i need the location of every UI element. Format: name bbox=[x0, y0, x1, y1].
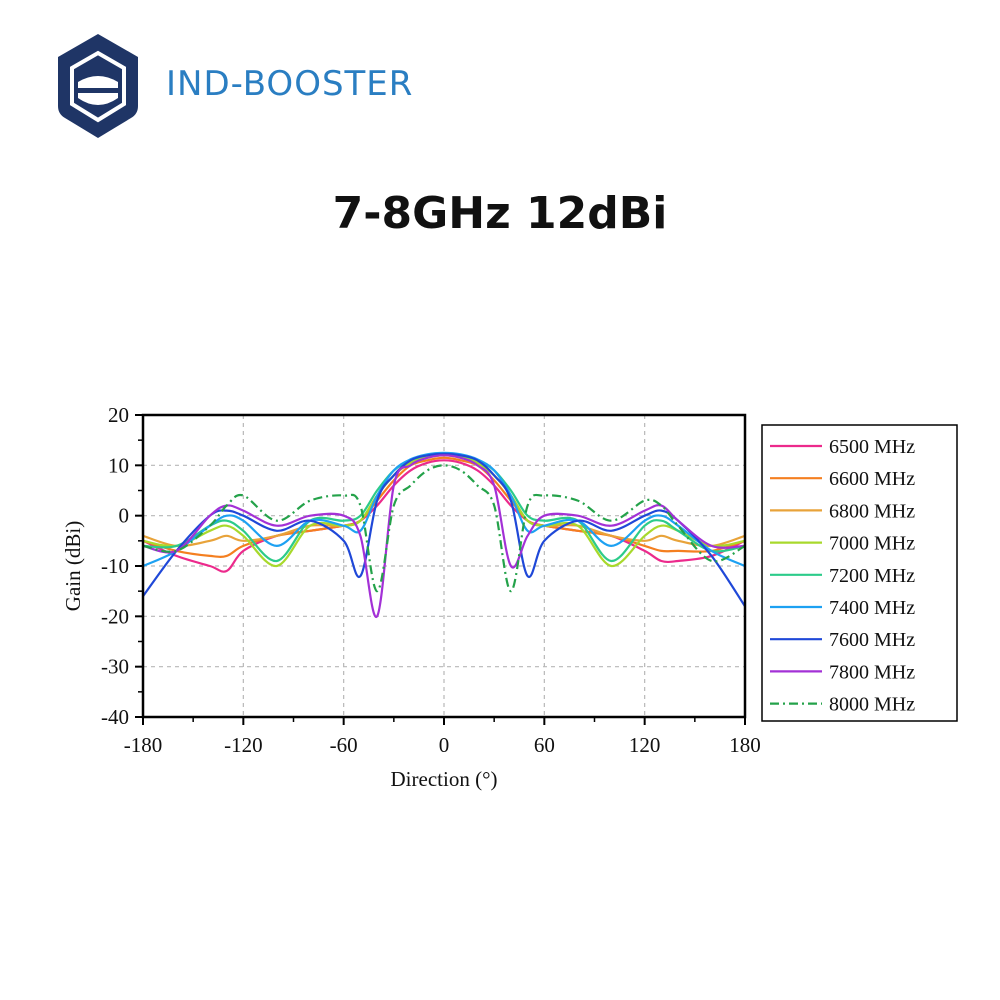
y-tick-label: -10 bbox=[101, 554, 129, 578]
brand-name: IND-BOOSTER bbox=[166, 64, 414, 104]
series-line-7600-mhz bbox=[142, 452, 746, 607]
axis-layer: -180 -120 -60 0 60 120 180 20 10 0 -10 -20 -30 -40 bbox=[101, 403, 761, 757]
y-tick-label: -40 bbox=[101, 705, 129, 729]
y-tick-label: -30 bbox=[101, 655, 129, 679]
x-tick-label: -120 bbox=[224, 733, 263, 757]
series-line-6600-mhz bbox=[142, 456, 746, 558]
hexagon-shield-logo-icon bbox=[44, 30, 164, 150]
y-tick-label: 20 bbox=[108, 403, 129, 427]
series-line-7800-mhz bbox=[142, 454, 746, 618]
x-tick-label: 180 bbox=[729, 733, 761, 757]
x-tick-label: 0 bbox=[439, 733, 450, 757]
legend-label: 7800 MHz bbox=[829, 661, 915, 683]
series-layer bbox=[142, 451, 746, 618]
x-tick-label: 60 bbox=[534, 733, 555, 757]
x-tick-label: -180 bbox=[124, 733, 163, 757]
legend: 6500 MHz 6600 MHz 6800 MHz 7000 MHz 7200 MHz… bbox=[770, 436, 915, 716]
legend-label: 7200 MHz bbox=[829, 565, 915, 587]
page-title: 7-8GHz 12dBi bbox=[332, 188, 668, 239]
y-tick-label: 0 bbox=[119, 504, 130, 528]
y-axis-label: Gain (dBi) bbox=[61, 521, 85, 611]
legend-label: 7000 MHz bbox=[829, 533, 915, 555]
legend-label: 7400 MHz bbox=[829, 597, 915, 619]
legend-label: 6500 MHz bbox=[829, 436, 915, 458]
legend-label: 8000 MHz bbox=[829, 694, 915, 716]
x-tick-label: 120 bbox=[629, 733, 661, 757]
x-axis-label: Direction (°) bbox=[391, 767, 498, 791]
y-tick-label: -20 bbox=[101, 604, 129, 628]
grid-layer bbox=[143, 415, 745, 717]
x-tick-label: -60 bbox=[330, 733, 358, 757]
legend-label: 7600 MHz bbox=[829, 629, 915, 651]
legend-label: 6600 MHz bbox=[829, 468, 915, 490]
y-tick-label: 10 bbox=[108, 453, 129, 477]
legend-label: 6800 MHz bbox=[829, 500, 915, 522]
